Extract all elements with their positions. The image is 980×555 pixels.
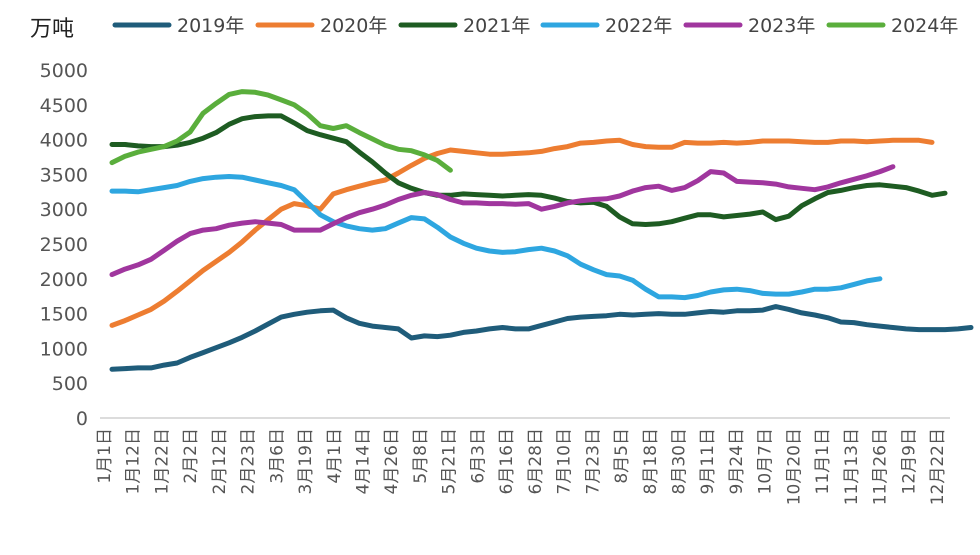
- x-tick-label: 11月13日: [842, 428, 862, 505]
- x-tick-label: 1月22日: [152, 428, 172, 494]
- legend-label: 2023年: [748, 15, 815, 37]
- y-tick-label: 4000: [40, 130, 88, 152]
- x-tick-label: 9月11日: [698, 428, 718, 494]
- x-axis: 1月1日 1月12日 1月22日 2月2日 2月12日 2月23日 3月6日 3月19日 4月1…: [95, 428, 948, 505]
- x-tick-label: 6月3日: [468, 428, 488, 484]
- x-tick-label: 5月21日: [440, 428, 460, 494]
- x-tick-label: 6月16日: [497, 428, 517, 494]
- x-tick-label: 4月1日: [325, 428, 345, 484]
- unit-label: 万吨: [30, 17, 74, 42]
- x-tick-label: 1月1日: [95, 428, 115, 484]
- x-tick-label: 10月7日: [756, 428, 776, 494]
- x-tick-label: 11月26日: [871, 428, 891, 505]
- y-tick-label: 0: [76, 408, 88, 430]
- x-tick-label: 4月26日: [382, 428, 402, 494]
- y-axis: 0 500 1000 1500 2000 2500 3000 3500 4000 4500 5000: [40, 60, 88, 430]
- x-tick-label: 1月12日: [124, 428, 144, 494]
- x-tick-label: 7月23日: [583, 428, 603, 494]
- x-tick-label: 11月1日: [813, 428, 833, 494]
- x-tick-label: 5月8日: [411, 428, 431, 484]
- series-line-2024年: [109, 89, 453, 173]
- series-line-2020年: [109, 137, 935, 328]
- legend-label: 2020年: [320, 15, 387, 37]
- y-tick-label: 4500: [40, 95, 88, 117]
- x-tick-label: 10月20日: [784, 428, 804, 505]
- series-lines: [109, 89, 974, 372]
- x-tick-label: 2月2日: [181, 428, 201, 484]
- x-tick-label: 3月6日: [267, 428, 287, 484]
- x-tick-label: 12月22日: [928, 428, 948, 505]
- series-line-2023年: [109, 164, 896, 278]
- series-line-2021年: [109, 113, 948, 227]
- x-tick-label: 6月28日: [526, 428, 546, 494]
- series-line-2019年: [109, 304, 974, 372]
- y-tick-label: 500: [52, 373, 88, 395]
- x-tick-label: 3月19日: [296, 428, 316, 494]
- y-tick-label: 5000: [40, 60, 88, 82]
- legend-label: 2019年: [177, 15, 244, 37]
- legend-label: 2021年: [463, 15, 530, 37]
- y-tick-label: 1500: [40, 304, 88, 326]
- x-tick-label: 2月12日: [210, 428, 230, 494]
- legend-label: 2024年: [891, 15, 958, 37]
- x-tick-label: 4月14日: [354, 428, 374, 494]
- y-tick-label: 1000: [40, 338, 88, 360]
- legend: 2019年 2020年 2021年 2022年 2023年 2024年: [112, 15, 958, 37]
- x-tick-label: 12月9日: [899, 428, 919, 494]
- y-tick-label: 3000: [40, 199, 88, 221]
- x-tick-label: 8月5日: [612, 428, 632, 484]
- series-line-2022年: [109, 174, 883, 301]
- x-tick-label: 2月23日: [239, 428, 259, 494]
- y-tick-label: 2000: [40, 269, 88, 291]
- y-tick-label: 3500: [40, 164, 88, 186]
- x-tick-label: 7月10日: [555, 428, 575, 494]
- x-tick-label: 8月30日: [669, 428, 689, 494]
- x-tick-label: 8月18日: [641, 428, 661, 494]
- legend-label: 2022年: [605, 15, 672, 37]
- y-tick-label: 2500: [40, 234, 88, 256]
- x-tick-label: 9月24日: [727, 428, 747, 494]
